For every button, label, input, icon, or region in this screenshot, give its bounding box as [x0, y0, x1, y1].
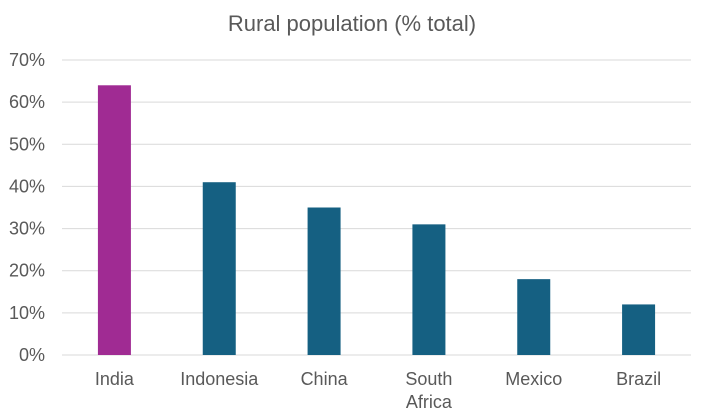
y-tick-label: 20% [9, 261, 45, 281]
y-tick-label: 40% [9, 176, 45, 196]
bar-south-africa [412, 224, 446, 355]
x-tick-label: Mexico [505, 369, 562, 389]
y-tick-label: 0% [19, 345, 45, 365]
chart-title: Rural population (% total) [228, 11, 476, 36]
gridlines [62, 59, 691, 356]
x-tick-label: China [301, 369, 349, 389]
y-tick-label: 70% [9, 50, 45, 70]
bar-indonesia [202, 182, 236, 355]
bar-mexico [517, 279, 551, 355]
x-tick-label: South Africa [405, 369, 453, 412]
x-tick-label: Brazil [616, 369, 661, 389]
bar-india [97, 85, 131, 356]
bar-brazil [622, 304, 656, 355]
y-axis-tick-labels: 0% 10% 20% 30% 40% 50% 60% 70% [9, 50, 45, 365]
x-axis-tick-labels: India Indonesia China South Africa Mexico Braz… [95, 369, 661, 412]
x-tick-label: Indonesia [180, 369, 259, 389]
y-tick-label: 60% [9, 92, 45, 112]
y-tick-label: 10% [9, 303, 45, 323]
bar-china [307, 207, 341, 355]
bars [97, 85, 656, 356]
y-tick-label: 30% [9, 219, 45, 239]
x-tick-label: India [95, 369, 135, 389]
y-tick-label: 50% [9, 134, 45, 154]
